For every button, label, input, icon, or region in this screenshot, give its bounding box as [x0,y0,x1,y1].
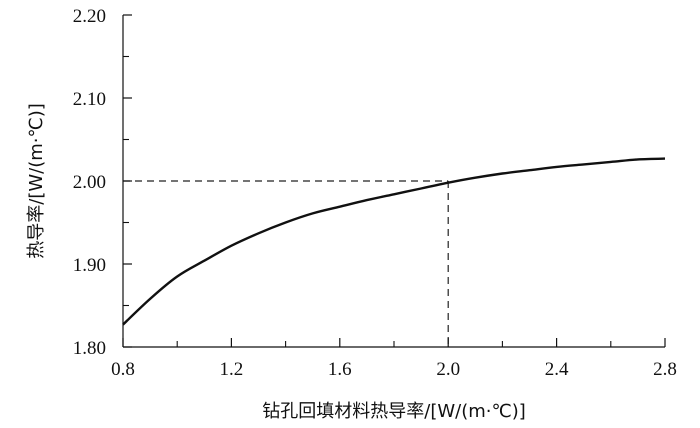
y-tick-label: 1.90 [73,255,106,276]
x-tick-label: 1.2 [220,359,244,380]
y-tick-label: 2.20 [73,6,106,27]
series-line [122,157,666,326]
x-tick-label: 2.8 [653,359,677,380]
y-tick-label: 1.80 [73,338,106,359]
x-tick-label: 0.8 [111,359,135,380]
x-tick-label: 2.4 [545,359,569,380]
reference-lines [123,180,449,347]
series-layer [122,157,666,326]
x-tick-label: 1.6 [328,359,352,380]
x-tick-label: 2.0 [436,359,460,380]
x-axis-title: 钻孔回填材料热导率/[W/(m·℃)] [262,401,526,422]
y-tick-label: 2.10 [73,89,106,110]
y-axis-title: 热导率/[W/(m·℃)] [26,103,47,259]
y-tick-label: 2.00 [73,172,106,193]
ticks: 0.8 1.2 1.6 2.0 2.4 2.8 1.80 1.90 2.00 2.10 2.20 [73,6,677,380]
